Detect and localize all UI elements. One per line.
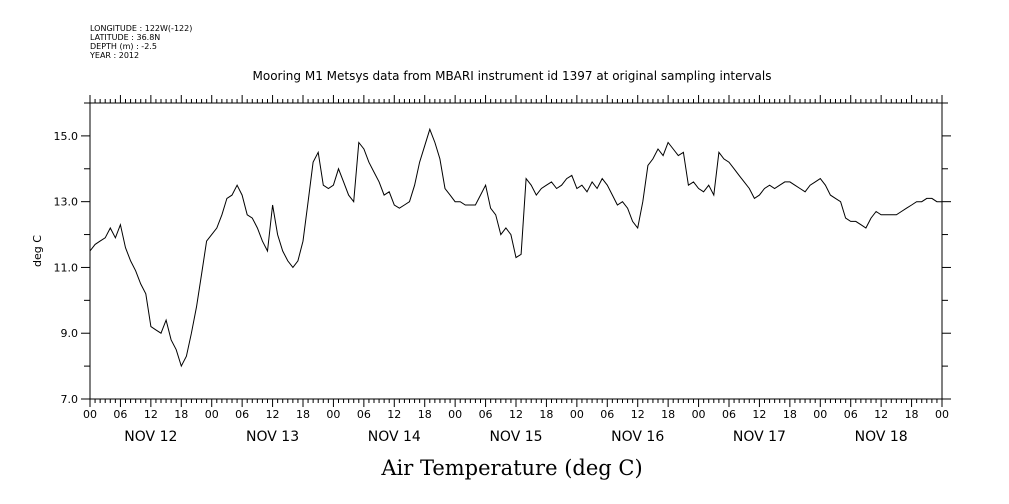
x-tick-label: 06 xyxy=(844,408,858,421)
x-tick-label: 12 xyxy=(266,408,280,421)
day-label: NOV 12 xyxy=(124,429,177,445)
x-tick-label: 00 xyxy=(205,408,219,421)
x-tick-label: 06 xyxy=(357,408,371,421)
y-tick-label: 11.0 xyxy=(54,261,79,274)
x-tick-label: 18 xyxy=(296,408,310,421)
x-tick-label: 06 xyxy=(600,408,614,421)
x-tick-label: 00 xyxy=(935,408,949,421)
y-tick-label: 7.0 xyxy=(61,393,79,406)
x-tick-label: 12 xyxy=(874,408,888,421)
x-tick-label: 12 xyxy=(631,408,645,421)
x-tick-label: 00 xyxy=(570,408,584,421)
x-tick-label: 18 xyxy=(174,408,188,421)
x-tick-label: 06 xyxy=(722,408,736,421)
y-tick-label: 15.0 xyxy=(54,130,79,143)
x-tick-label: 12 xyxy=(509,408,523,421)
x-tick-label: 06 xyxy=(479,408,493,421)
x-axis-label: Air Temperature (deg C) xyxy=(380,456,642,480)
day-labels: NOV 12 NOV 13 NOV 14 NOV 15 NOV 16 NOV 17 NOV … xyxy=(124,429,907,445)
x-tick-label: 18 xyxy=(418,408,432,421)
y-tick-label: 13.0 xyxy=(54,196,79,209)
y-tick-labels: 7.0 9.0 11.0 13.0 15.0 xyxy=(54,130,79,406)
chart-title: Mooring M1 Metsys data from MBARI instru… xyxy=(253,69,772,83)
meta-year: YEAR : 2012 xyxy=(89,51,139,60)
plot-frame xyxy=(89,102,943,400)
day-label: NOV 14 xyxy=(368,429,421,445)
header-meta: LONGITUDE : 122W(-122) LATITUDE : 36.8N … xyxy=(89,24,192,60)
meta-latitude: LATITUDE : 36.8N xyxy=(90,33,160,42)
x-tick-label: 18 xyxy=(661,408,675,421)
x-tick-label: 00 xyxy=(813,408,827,421)
axes-ticks xyxy=(81,95,951,407)
day-label: NOV 18 xyxy=(855,429,908,445)
x-tick-label: 18 xyxy=(783,408,797,421)
meta-depth: DEPTH (m) : -2.5 xyxy=(90,42,157,51)
x-tick-label: 12 xyxy=(752,408,766,421)
x-tick-label: 06 xyxy=(235,408,249,421)
day-label: NOV 13 xyxy=(246,429,299,445)
x-tick-label: 00 xyxy=(326,408,340,421)
x-tick-label: 12 xyxy=(387,408,401,421)
x-tick-label: 18 xyxy=(905,408,919,421)
y-tick-label: 9.0 xyxy=(61,327,79,340)
air-temperature-line xyxy=(89,127,942,368)
x-tick-label: 00 xyxy=(692,408,706,421)
x-tick-labels: 00 06 12 18 00 06 12 18 00 06 12 18 00 06 12 18 00 06 12 18… xyxy=(83,408,949,421)
meta-longitude: LONGITUDE : 122W(-122) xyxy=(90,24,192,33)
x-tick-label: 06 xyxy=(113,408,127,421)
day-label: NOV 15 xyxy=(489,429,542,445)
day-label: NOV 17 xyxy=(733,429,786,445)
x-tick-label: 18 xyxy=(539,408,553,421)
day-label: NOV 16 xyxy=(611,429,664,445)
x-tick-label: 00 xyxy=(83,408,97,421)
y-axis-label: deg C xyxy=(31,235,44,267)
x-tick-label: 00 xyxy=(448,408,462,421)
x-tick-label: 12 xyxy=(144,408,158,421)
